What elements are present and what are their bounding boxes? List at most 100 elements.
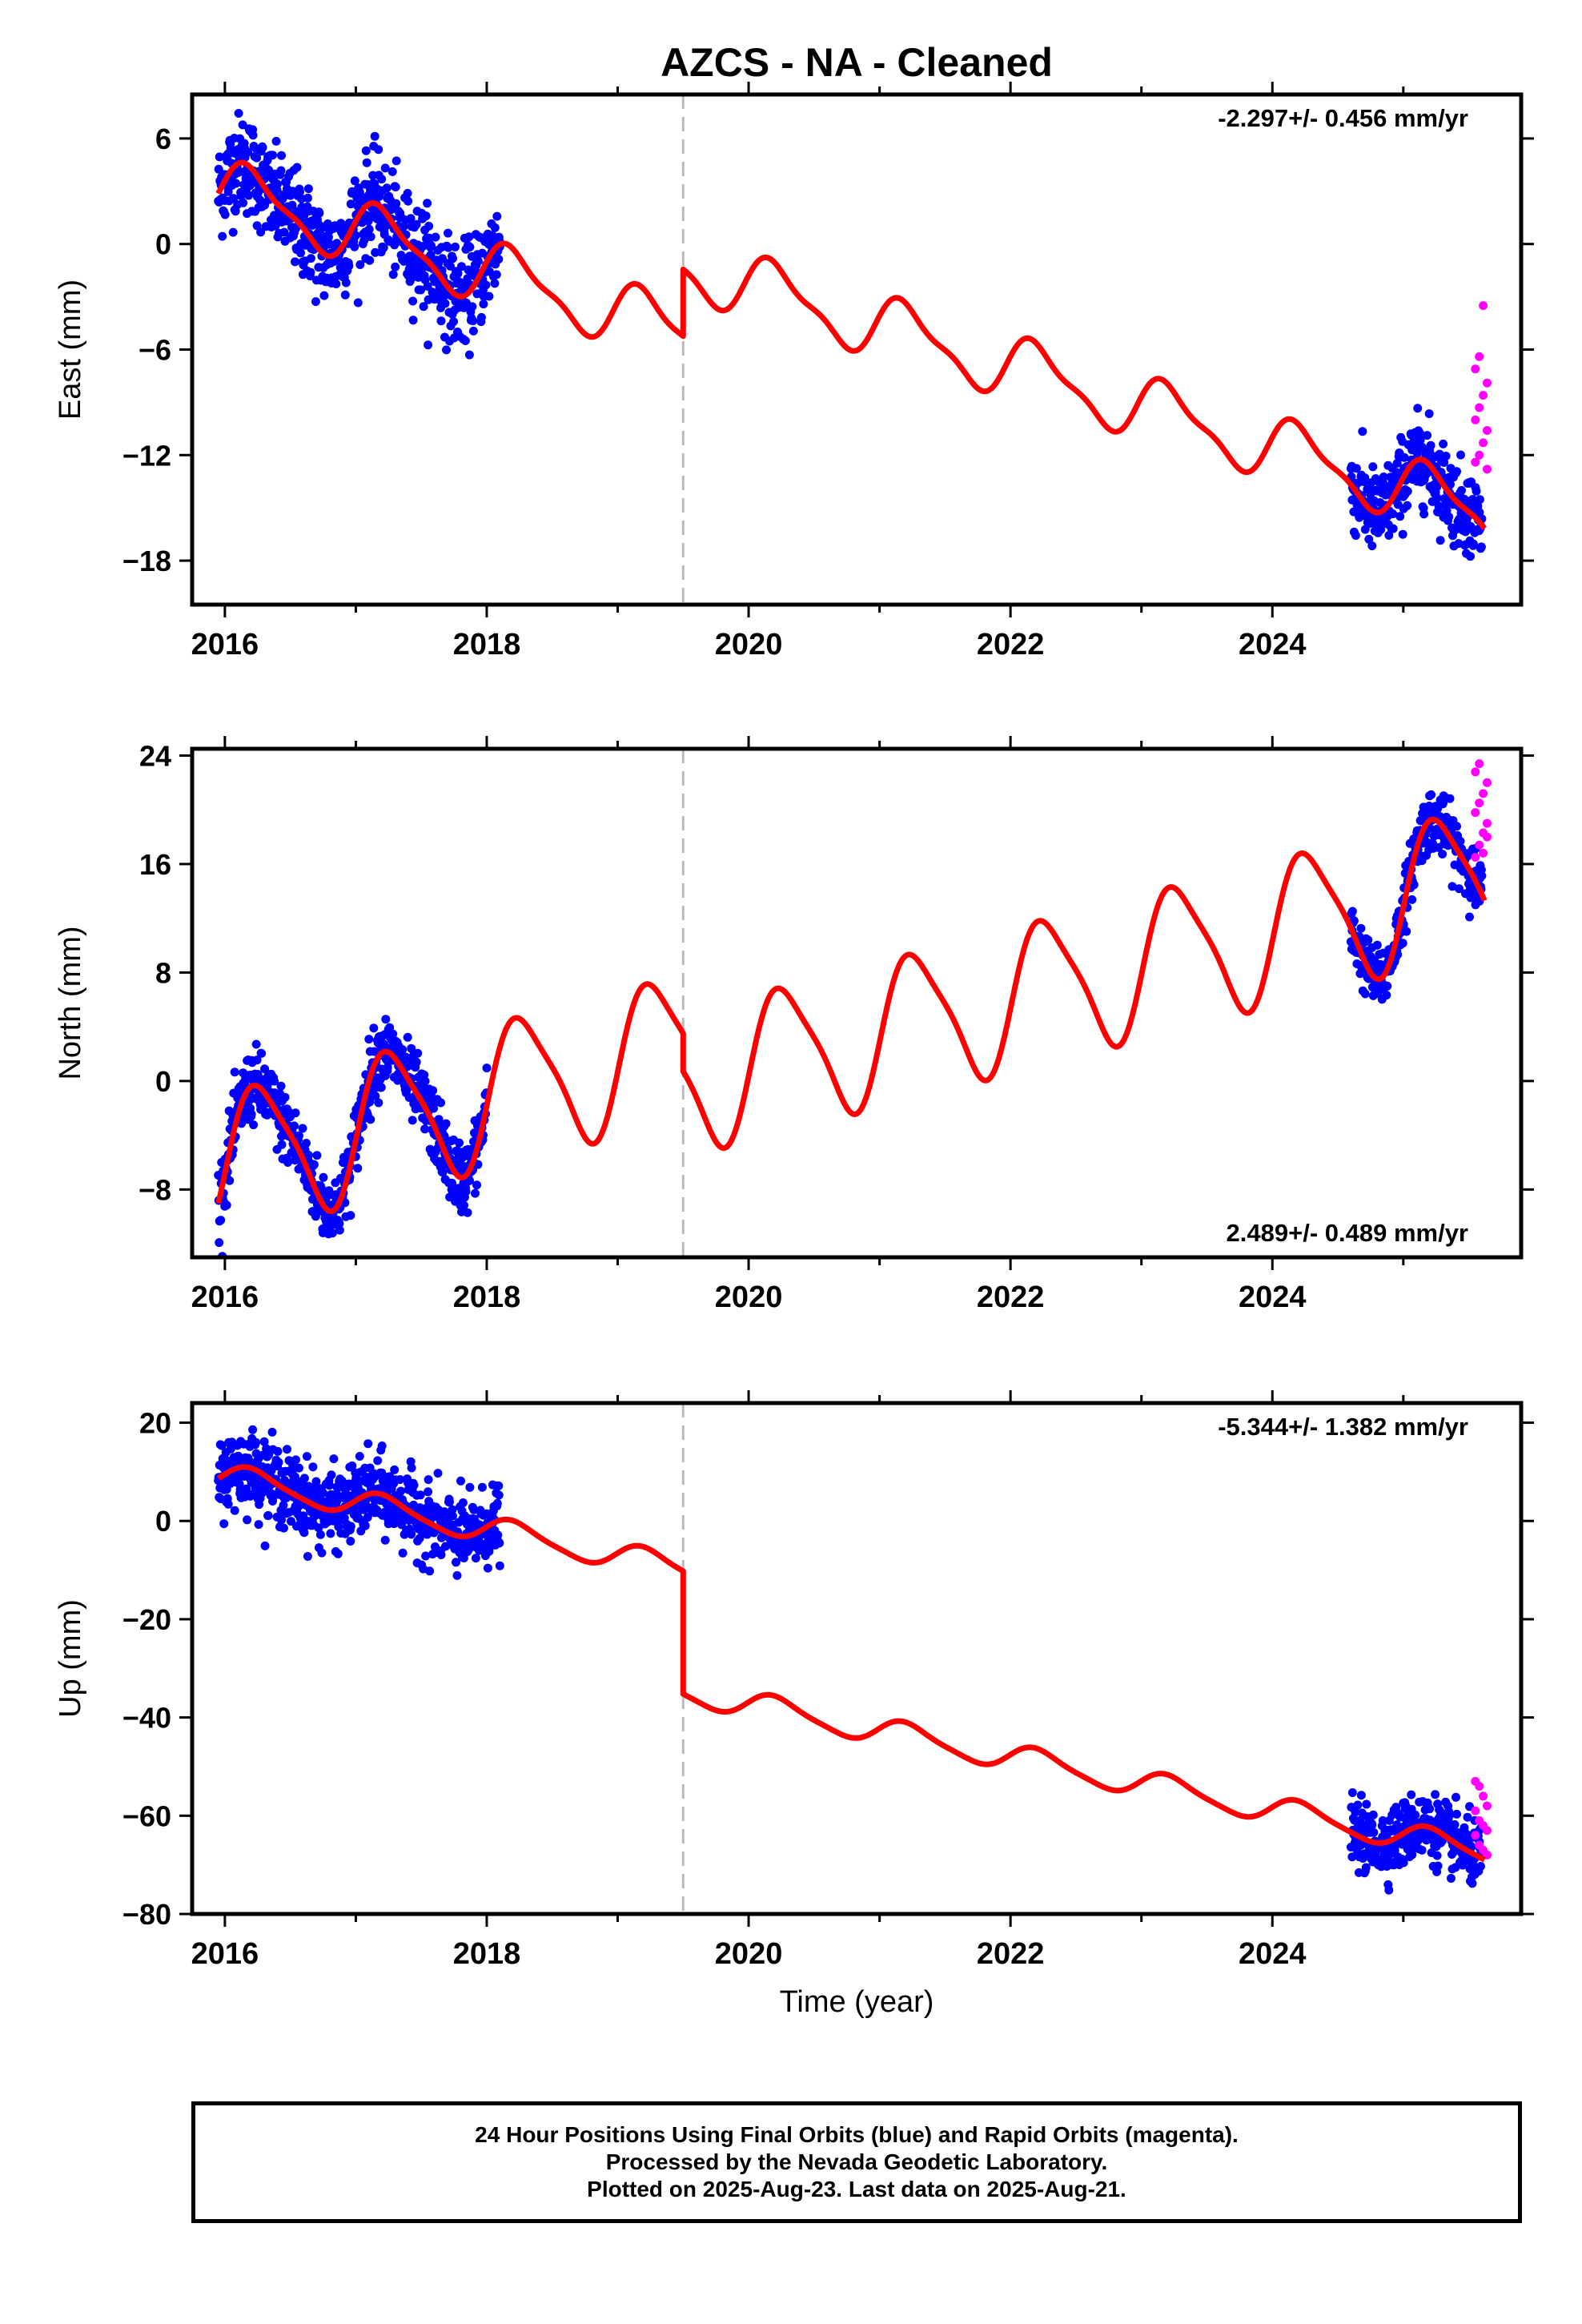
final-point xyxy=(319,291,329,300)
final-point xyxy=(364,224,374,234)
final-point xyxy=(420,1124,430,1134)
final-point xyxy=(350,176,359,186)
final-point xyxy=(380,1535,390,1545)
model-curve xyxy=(216,1464,1487,1863)
final-point xyxy=(308,1462,318,1472)
final-point xyxy=(1379,472,1388,481)
y-axis-label: Up (mm) xyxy=(54,1599,87,1718)
final-point xyxy=(1438,850,1447,858)
y-tick-label: −20 xyxy=(122,1603,171,1636)
final-point xyxy=(263,1080,272,1090)
final-point xyxy=(231,179,241,188)
final-point xyxy=(471,1188,480,1198)
y-tick-label: 0 xyxy=(155,1505,171,1538)
final-point xyxy=(468,302,477,312)
final-point xyxy=(291,1455,300,1465)
final-point xyxy=(374,145,383,155)
final-point xyxy=(448,1505,457,1514)
final-point xyxy=(1447,1874,1456,1883)
final-point xyxy=(252,153,262,163)
final-point xyxy=(1445,794,1455,803)
y-tick-label: −80 xyxy=(122,1898,171,1931)
final-point xyxy=(346,1211,355,1220)
final-point xyxy=(236,191,246,201)
y-tick-label: 0 xyxy=(155,1065,171,1098)
final-point xyxy=(1351,1807,1360,1817)
final-point xyxy=(295,1463,303,1473)
final-point xyxy=(1434,501,1443,511)
final-point xyxy=(463,1208,472,1217)
x-tick-label: 2020 xyxy=(715,628,783,661)
final-point xyxy=(291,257,299,267)
final-point xyxy=(1347,907,1357,916)
final-point xyxy=(1456,836,1465,846)
final-point xyxy=(230,1068,239,1077)
final-point xyxy=(331,279,341,288)
x-tick-label: 2024 xyxy=(1239,1937,1307,1971)
rapid-point xyxy=(1483,1801,1492,1811)
final-point xyxy=(252,1055,262,1065)
final-point xyxy=(277,151,286,160)
final-point xyxy=(469,1505,479,1514)
final-point xyxy=(1417,1845,1427,1855)
final-point xyxy=(277,1140,287,1149)
final-point xyxy=(1424,409,1434,419)
x-tick-label: 2022 xyxy=(977,1937,1045,1971)
final-point xyxy=(1469,539,1478,549)
final-point xyxy=(362,158,371,167)
final-point xyxy=(460,1200,468,1210)
final-point xyxy=(1407,1790,1416,1799)
final-point xyxy=(271,136,281,146)
final-point xyxy=(248,131,258,140)
final-point xyxy=(366,232,375,242)
final-point xyxy=(1455,884,1464,894)
footer-line-1: 24 Hour Positions Using Final Orbits (bl… xyxy=(475,2122,1239,2147)
final-point xyxy=(324,1190,334,1200)
final-point xyxy=(295,187,304,197)
final-point xyxy=(391,199,401,208)
final-point xyxy=(445,1498,454,1506)
final-point xyxy=(326,1529,335,1538)
rapid-point xyxy=(1475,798,1484,808)
final-point xyxy=(381,1015,391,1024)
final-point xyxy=(1452,1792,1460,1802)
final-point xyxy=(451,242,460,251)
plot-area-up xyxy=(214,1403,1492,1914)
x-tick-label: 2018 xyxy=(453,1937,521,1971)
final-point xyxy=(335,1219,344,1228)
final-point xyxy=(256,227,266,237)
final-point xyxy=(355,260,365,269)
final-point xyxy=(1466,552,1475,561)
final-point xyxy=(1452,1809,1461,1819)
final-point xyxy=(402,1085,412,1094)
final-point xyxy=(424,340,433,350)
final-point xyxy=(1411,1810,1420,1819)
final-point xyxy=(391,156,401,166)
final-point xyxy=(260,1064,270,1074)
final-point xyxy=(373,1456,383,1466)
final-point xyxy=(377,1441,387,1450)
final-point xyxy=(407,1463,416,1473)
final-point xyxy=(333,1549,343,1558)
final-point xyxy=(270,1076,279,1086)
final-point xyxy=(283,1158,292,1167)
x-tick-label: 2018 xyxy=(453,1281,521,1314)
final-point xyxy=(346,1537,355,1546)
y-tick-label: 0 xyxy=(155,228,171,261)
final-point xyxy=(379,243,388,252)
final-point xyxy=(458,1498,468,1507)
final-point xyxy=(492,270,501,279)
final-point xyxy=(303,1552,312,1561)
final-point xyxy=(1441,452,1451,460)
rapid-point xyxy=(1483,378,1492,388)
final-point xyxy=(324,1481,334,1490)
final-point xyxy=(1463,1812,1472,1822)
final-point xyxy=(1360,989,1370,999)
rapid-point xyxy=(1471,1831,1480,1840)
final-point xyxy=(234,109,243,118)
final-point xyxy=(370,131,379,141)
final-point xyxy=(263,1511,273,1520)
final-point xyxy=(1399,452,1409,462)
final-point xyxy=(403,188,412,198)
final-point xyxy=(1368,462,1378,472)
